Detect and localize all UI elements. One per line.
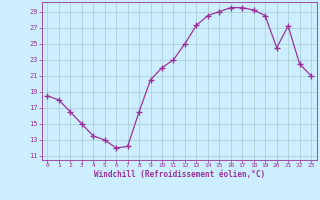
X-axis label: Windchill (Refroidissement éolien,°C): Windchill (Refroidissement éolien,°C) bbox=[94, 170, 265, 179]
